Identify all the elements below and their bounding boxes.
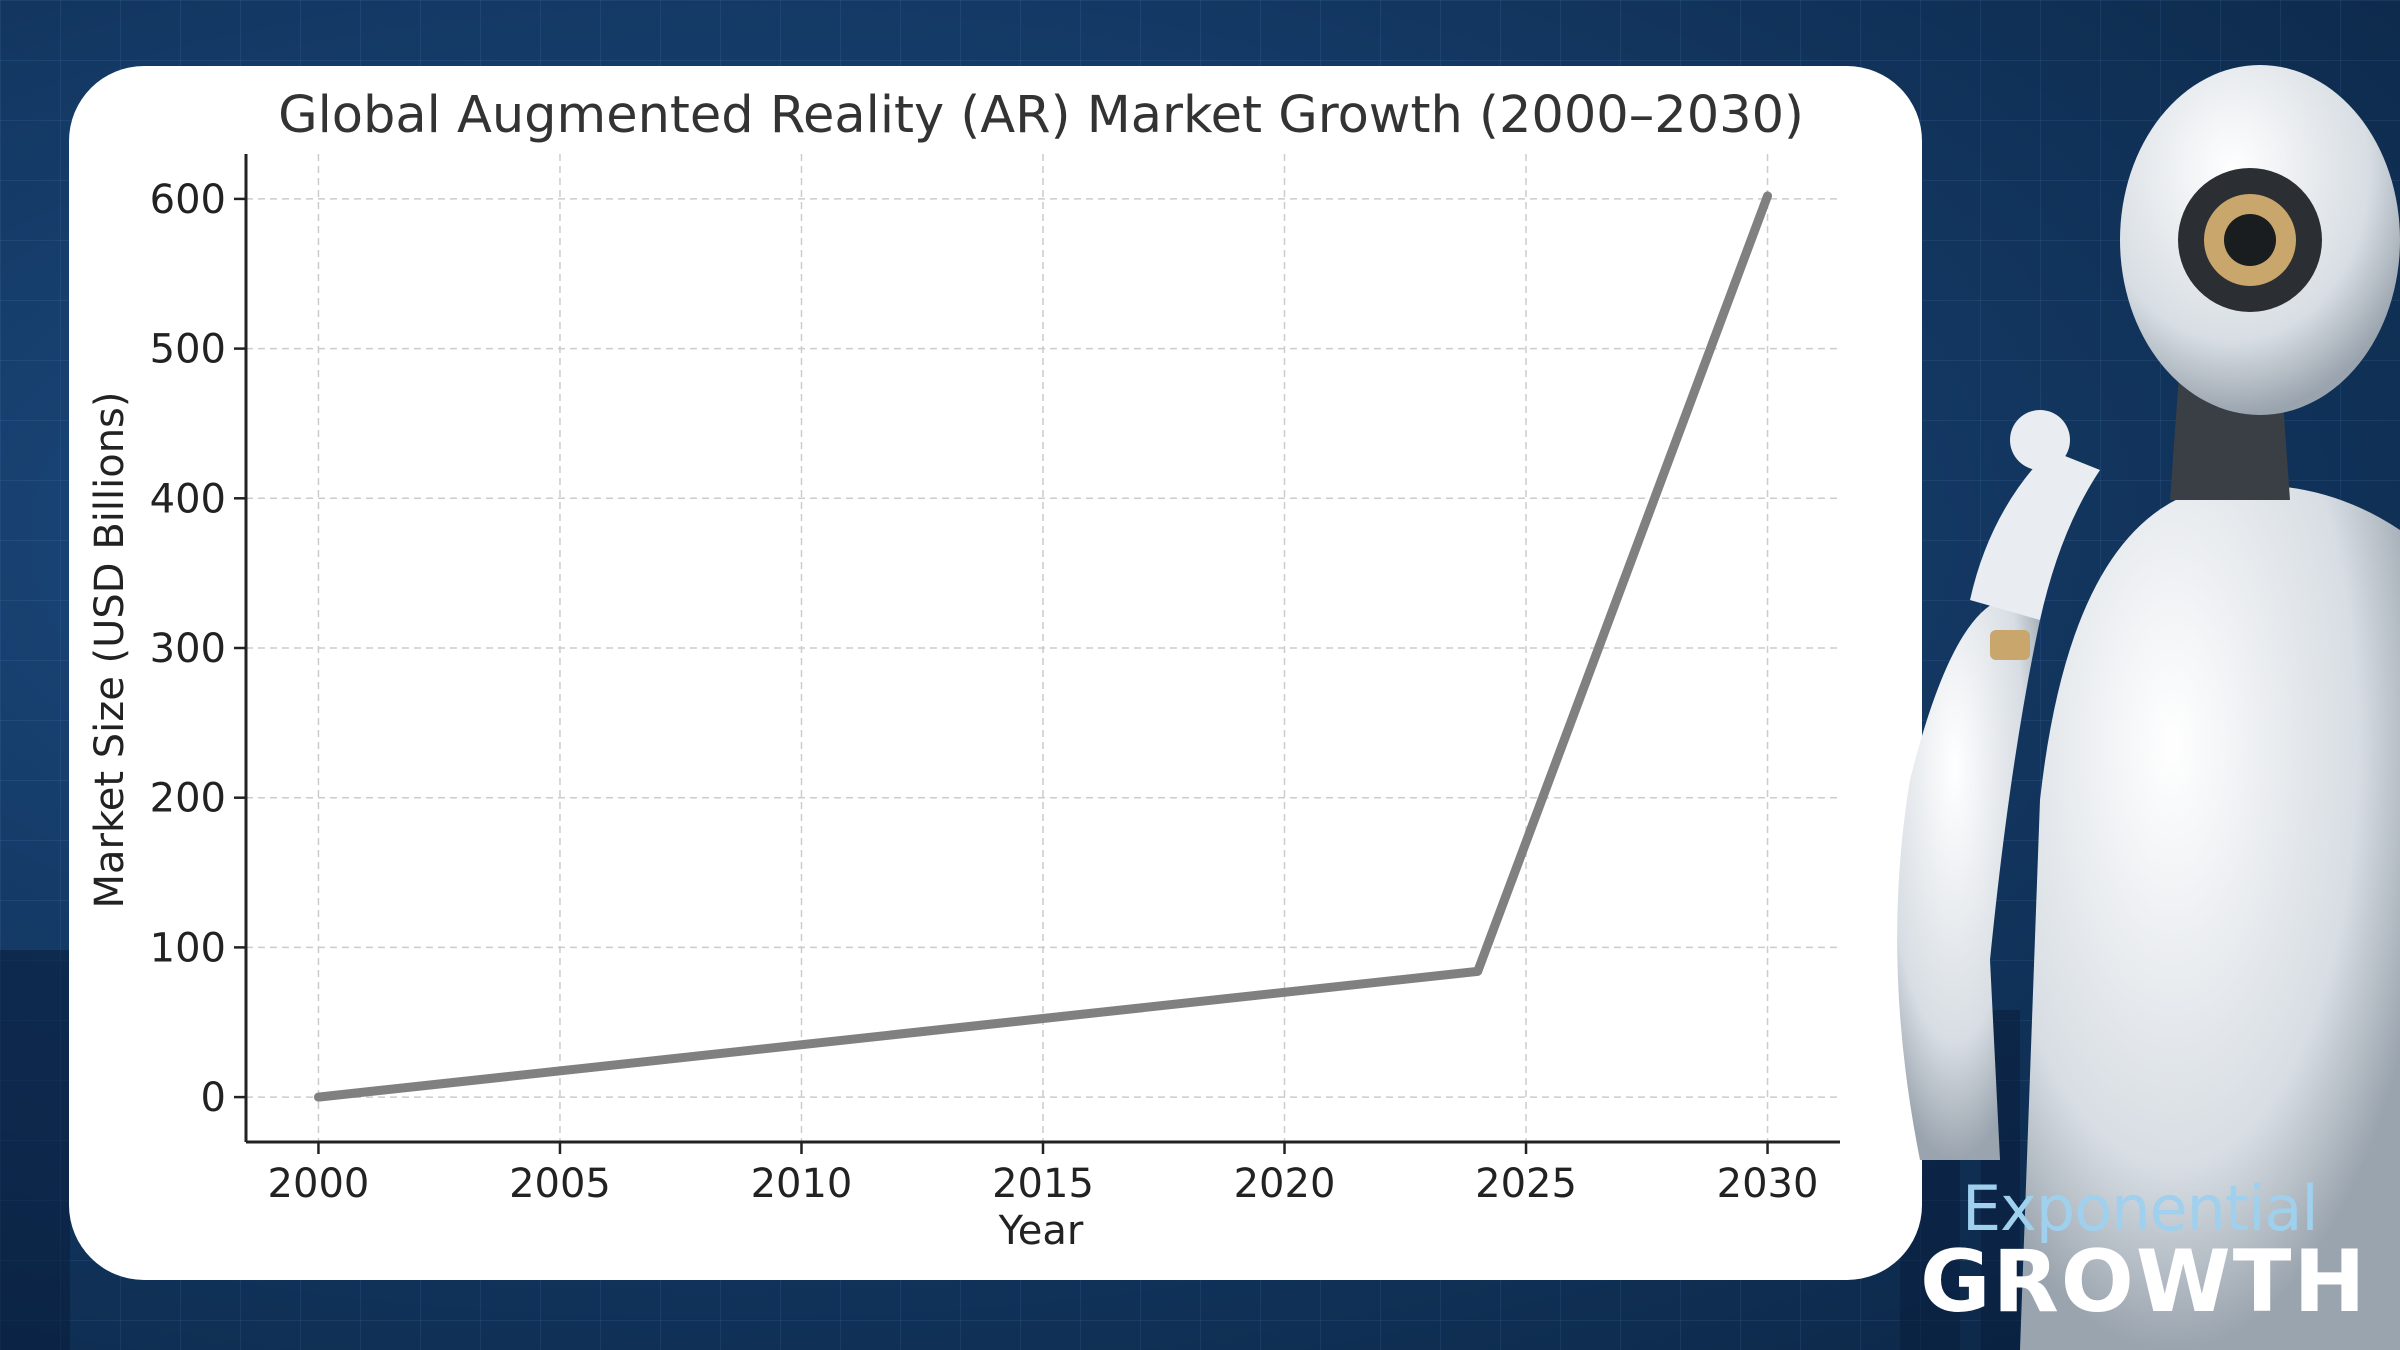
x-ticks: 2000 2005 2010 2015 2020 2025 2030 [268, 1142, 1819, 1207]
y-ticks: 0 100 200 300 400 500 600 [150, 177, 246, 1121]
y-tick-label: 300 [150, 626, 226, 672]
line-chart: 2000 2005 2010 2015 2020 2025 2030 0 100 200 300 4… [87, 86, 1840, 1254]
robot-illustration [1897, 65, 2400, 1350]
x-tick-label: 2010 [751, 1161, 853, 1207]
y-axis-label: Market Size (USD Billions) [87, 392, 133, 909]
brand-wordmark-line1: Exponential [1962, 1172, 2319, 1245]
brand-wordmark-line2: GROWTH [1920, 1232, 2368, 1332]
grid [246, 154, 1840, 1142]
x-tick-label: 2030 [1717, 1161, 1819, 1207]
chart-title: Global Augmented Reality (AR) Market Gro… [278, 86, 1804, 145]
chart-card: 2000 2005 2010 2015 2020 2025 2030 0 100 200 300 4… [69, 66, 1922, 1280]
x-tick-label: 2000 [268, 1161, 370, 1207]
y-tick-label: 500 [150, 327, 226, 373]
y-tick-label: 200 [150, 776, 226, 822]
x-tick-label: 2025 [1475, 1161, 1577, 1207]
x-tick-label: 2005 [509, 1161, 611, 1207]
x-tick-label: 2015 [992, 1161, 1094, 1207]
x-tick-label: 2020 [1234, 1161, 1336, 1207]
series [313, 191, 1773, 1102]
y-tick-label: 100 [150, 925, 226, 971]
y-tick-label: 400 [150, 476, 226, 522]
x-axis-label: Year [998, 1208, 1084, 1254]
y-tick-label: 600 [150, 177, 226, 223]
y-tick-label: 0 [201, 1075, 226, 1121]
